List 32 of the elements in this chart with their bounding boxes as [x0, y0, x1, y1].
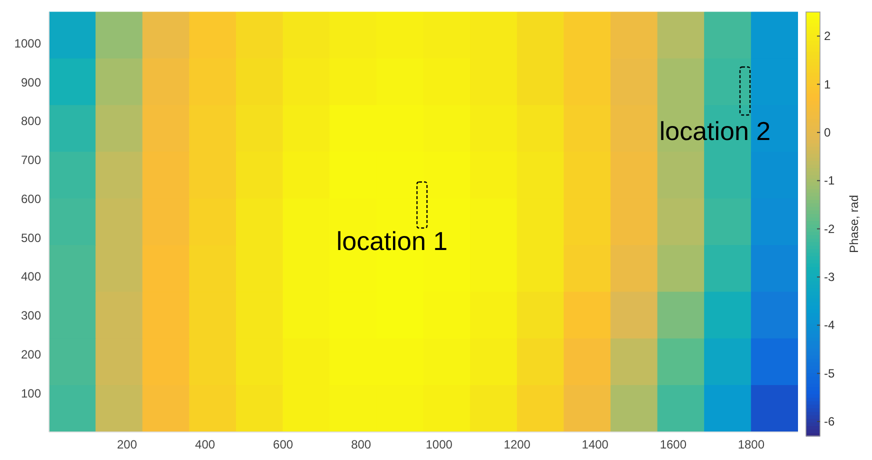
x-tick-label: 1800: [738, 438, 765, 452]
color-bar-label: 2: [824, 29, 831, 44]
y-tick-label: 300: [20, 308, 42, 323]
annotation: location 1: [336, 226, 448, 256]
y-tick-label: 100: [20, 386, 42, 400]
y-tick-label: 700: [20, 153, 42, 168]
color-bar-label: -2: [824, 222, 835, 236]
y-tick-label: 1000: [14, 36, 42, 50]
colorbar: -6 -5 -4 -3 -2 -1 0 1 2 Phase, rad: [798, 8, 870, 460]
color-bar-title: Phase, rad: [847, 194, 861, 254]
y-tick-label: 800: [20, 114, 42, 128]
annotation: location 2: [659, 116, 771, 146]
y-tick-label: 400: [20, 270, 42, 284]
x-tick-label: 600: [273, 438, 294, 452]
x-tick-label: 1200: [504, 438, 531, 452]
y-tick-label: 600: [20, 192, 42, 206]
x-tick-label: 1400: [582, 438, 609, 452]
color-bar-label: -5: [824, 366, 835, 380]
y-tick-label: 500: [20, 230, 42, 245]
x-tick-label: 800: [351, 438, 372, 452]
x-tick-label: 200: [117, 438, 138, 452]
color-bar-label: -6: [824, 414, 835, 429]
y-tick-label: 900: [20, 75, 42, 90]
color-bar-label: -4: [824, 318, 835, 332]
color-bar-label: -3: [824, 270, 835, 284]
x-tick-label: 400: [195, 438, 216, 452]
color-bar-label: 0: [824, 125, 831, 140]
color-bar-label: 1: [824, 77, 831, 92]
y-tick-label: 200: [20, 347, 42, 362]
color-bar-label: -1: [824, 174, 835, 188]
x-tick-label: 1600: [660, 438, 687, 452]
x-tick-label: 1000: [426, 438, 453, 452]
